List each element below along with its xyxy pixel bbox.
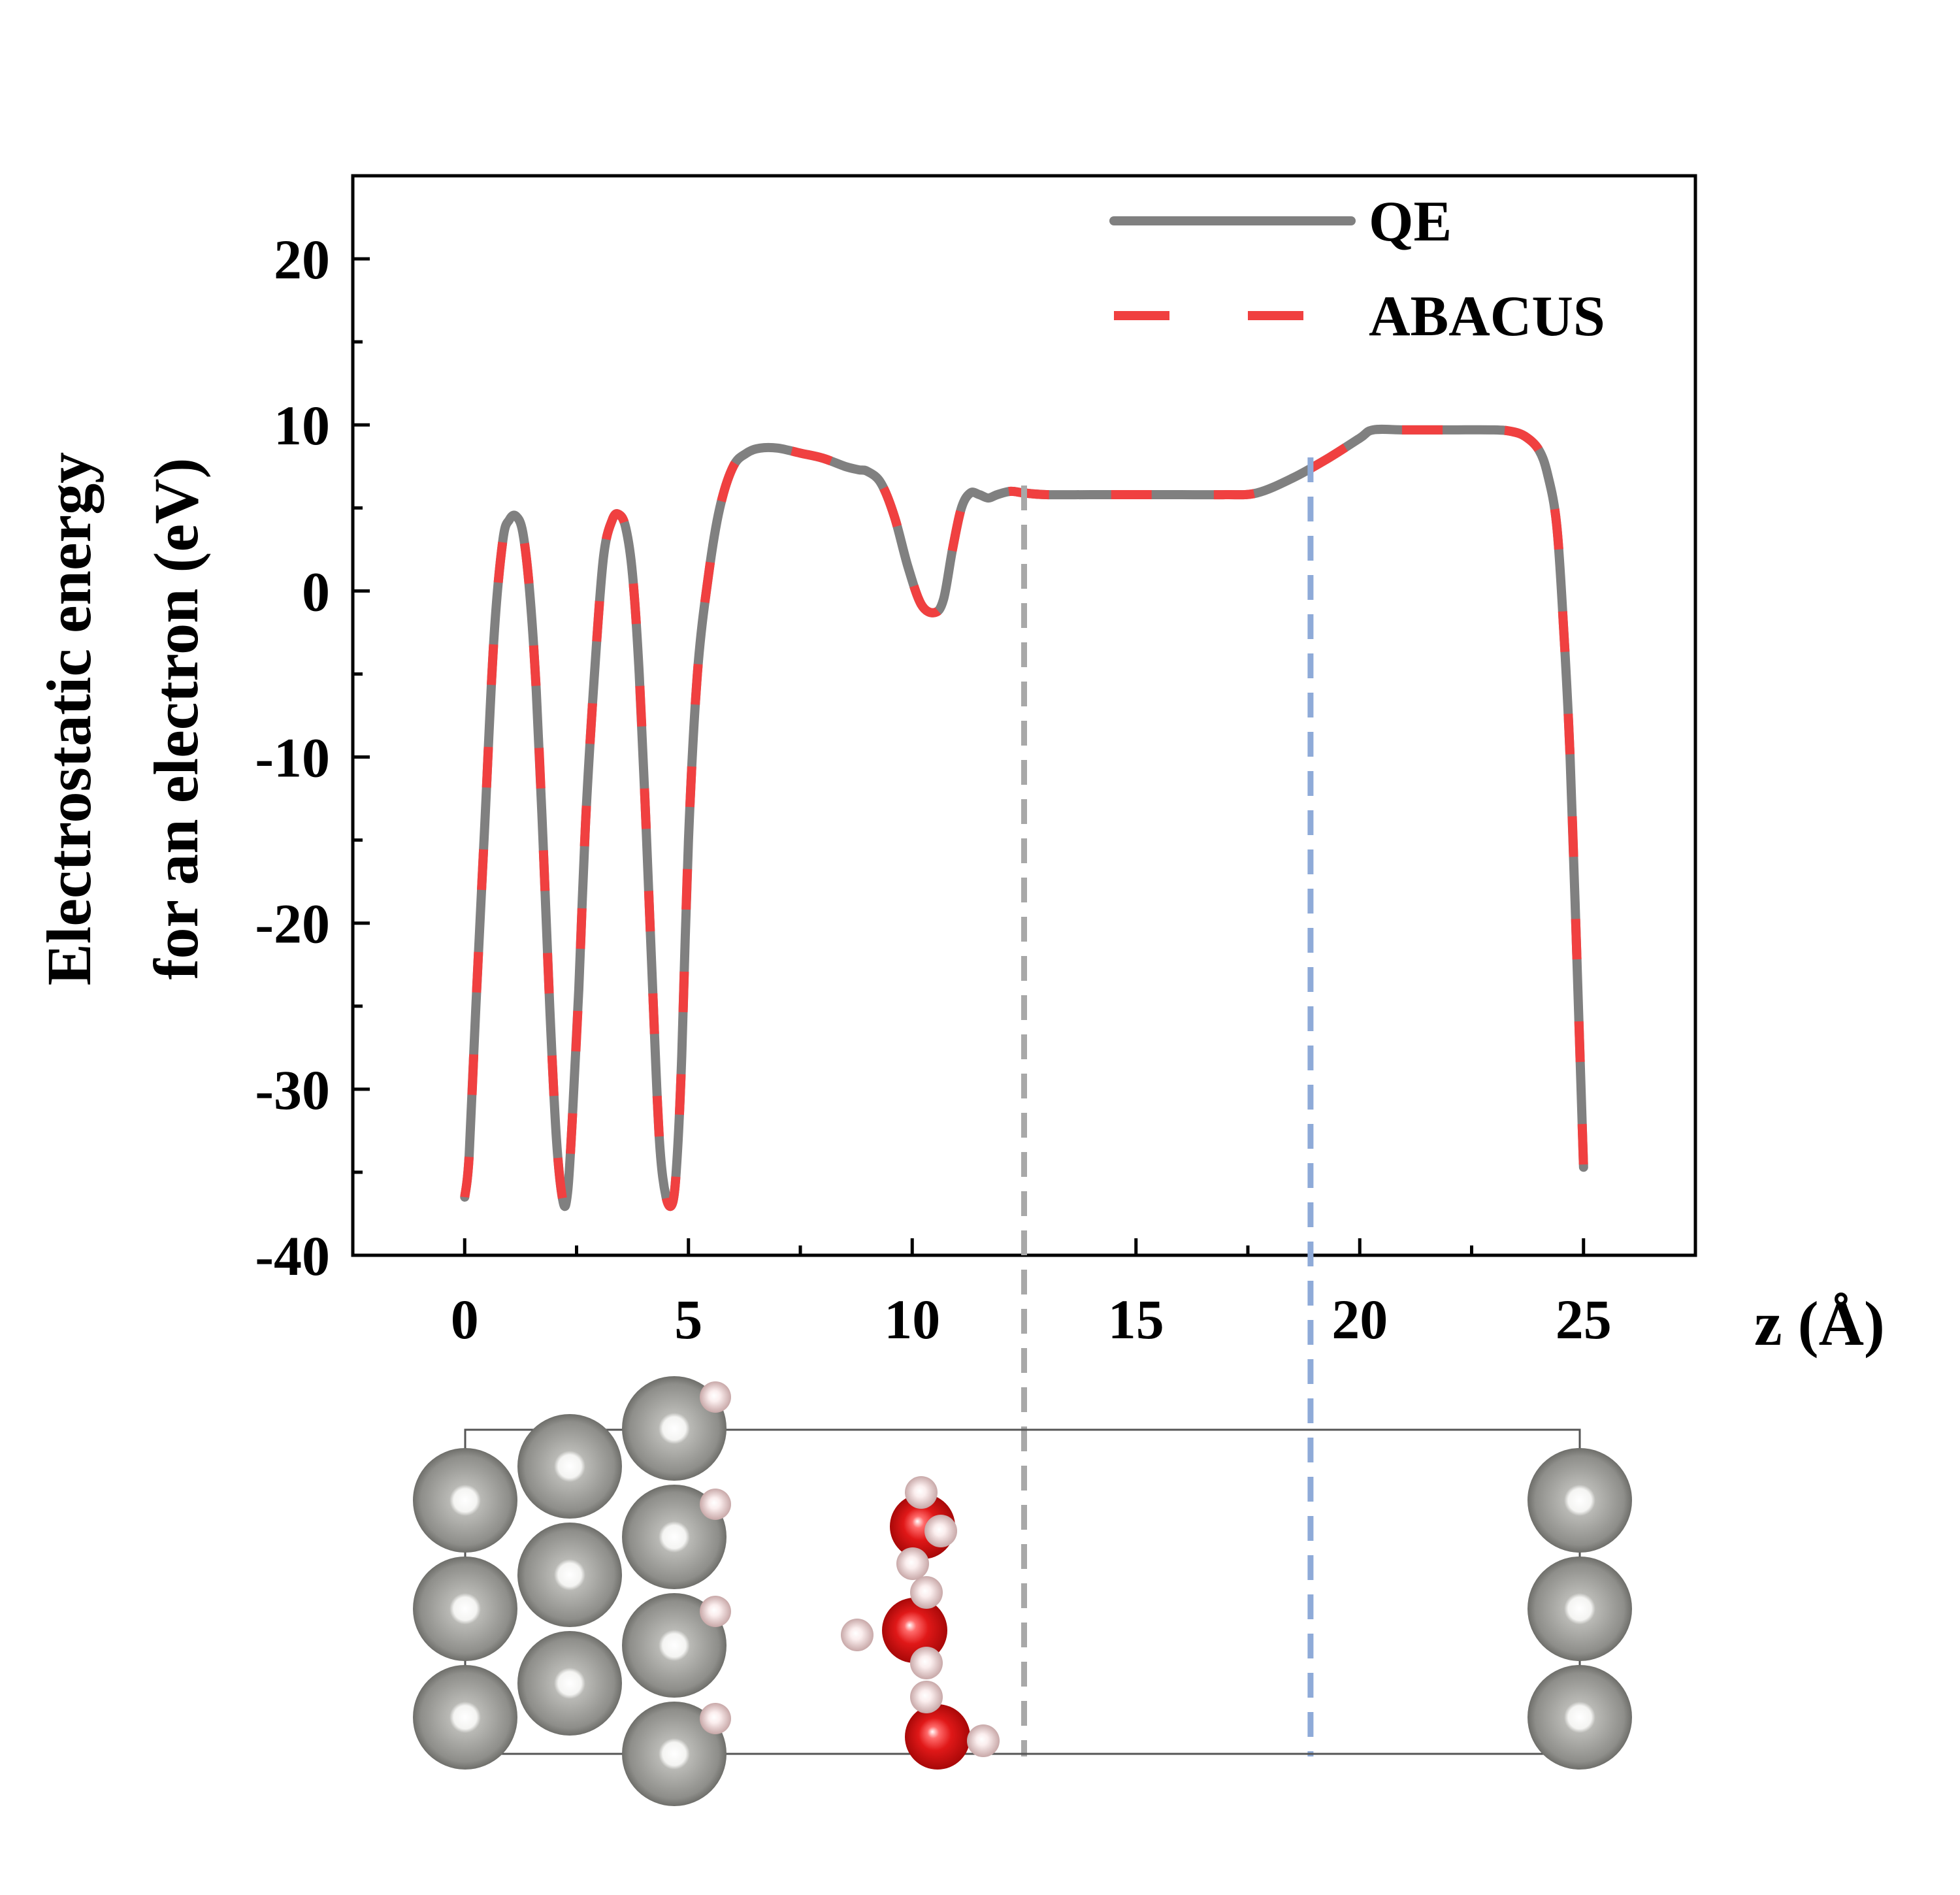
y-tick-label: 20	[274, 228, 330, 291]
hydrogen-atom	[700, 1596, 731, 1627]
y-tick-labels: -40 -30 -20 -10 0 10 20	[255, 228, 330, 1287]
metal-atom	[517, 1631, 622, 1736]
x-tick-label: 20	[1331, 1288, 1388, 1351]
axis-ticks	[353, 174, 1697, 1257]
x-axis-title: z (Å)	[1754, 1289, 1885, 1359]
hydrogen-atom	[905, 1476, 938, 1509]
hydrogen-atom	[967, 1724, 1000, 1757]
metal-atom	[622, 1485, 727, 1589]
x-tick-label: 0	[451, 1288, 479, 1351]
y-tick-label: 10	[274, 394, 330, 457]
x-tick-label: 5	[674, 1288, 702, 1351]
metal-atom	[413, 1665, 517, 1770]
hydrogen-atom	[910, 1576, 943, 1609]
hydrogen-atom	[896, 1547, 929, 1580]
oxygen-atom	[905, 1704, 970, 1770]
series-line-abacus	[460, 424, 1588, 1211]
metal-atom	[1527, 1665, 1632, 1770]
hydrogen-atom	[910, 1647, 943, 1679]
y-tick-label: 0	[302, 560, 330, 623]
metal-atom	[622, 1702, 727, 1806]
oxygen-atom	[882, 1598, 947, 1663]
x-tick-label: 15	[1108, 1288, 1164, 1351]
hydrogen-atom	[700, 1703, 731, 1734]
y-tick-label: -10	[255, 727, 330, 789]
legend-label-qe: QE	[1369, 190, 1452, 254]
y-tick-label: -20	[255, 893, 330, 955]
x-tick-label: 10	[884, 1288, 940, 1351]
atomic-structure	[413, 1376, 1632, 1806]
y-tick-label: -30	[255, 1059, 330, 1121]
atoms	[413, 1376, 1632, 1806]
x-tick-labels: 0 5 10 15 20 25	[451, 1288, 1612, 1351]
hydrogen-atom	[910, 1681, 943, 1713]
series-layer	[460, 424, 1588, 1211]
metal-atom	[1527, 1448, 1632, 1553]
y-axis-title-line2: for an electron (eV)	[141, 458, 211, 980]
y-tick-label: -40	[255, 1225, 330, 1287]
metal-atom	[622, 1376, 727, 1481]
legend-label-abacus: ABACUS	[1369, 285, 1605, 348]
y-axis-title-line1: Electrostatic energy	[34, 452, 104, 986]
x-tick-label: 25	[1556, 1288, 1612, 1351]
metal-atom	[413, 1448, 517, 1553]
hydrogen-atom	[924, 1515, 957, 1547]
metal-atom	[413, 1557, 517, 1661]
hydrogen-atom	[700, 1381, 731, 1413]
metal-atom	[517, 1414, 622, 1519]
hydrogen-atom	[700, 1489, 731, 1520]
metal-atom	[1527, 1557, 1632, 1661]
metal-atom	[622, 1593, 727, 1698]
hydrogen-atom	[841, 1619, 874, 1651]
metal-atom	[517, 1523, 622, 1627]
legend: QE ABACUS	[1109, 190, 1605, 348]
